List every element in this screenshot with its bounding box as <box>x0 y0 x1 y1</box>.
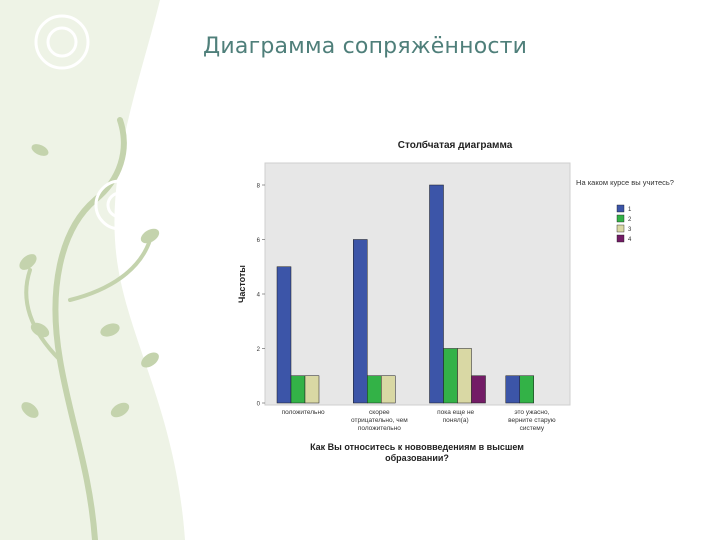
legend-swatch-3 <box>616 224 625 233</box>
legend-label-2: 2 <box>628 217 632 223</box>
bar-2-series-3 <box>381 375 396 404</box>
legend-label-4: 4 <box>628 237 632 243</box>
x-axis-tick-labels: положительно скорее отрицательно, чем полож… <box>282 409 556 432</box>
x-tick-label: положительно <box>282 409 325 416</box>
bar-3-series-1 <box>429 184 444 404</box>
bar-3-series-2 <box>443 348 458 404</box>
plot-area <box>264 162 571 406</box>
bars-group <box>276 184 534 404</box>
bar-3-series-3 <box>457 348 472 404</box>
legend-label-1: 1 <box>628 207 632 213</box>
legend-swatch-4 <box>616 234 625 243</box>
bar-3-series-4 <box>471 375 486 404</box>
x-axis-label: Как Вы относитесь к нововведениям в высш… <box>310 442 524 463</box>
bar-2-series-2 <box>367 375 382 404</box>
legend-swatch-2 <box>616 214 625 223</box>
x-tick-label: это ужасно, верните старую систему <box>508 409 556 432</box>
y-tick-label: 4 <box>257 293 261 299</box>
chart-title: Столбчатая диаграмма <box>398 139 513 151</box>
y-axis-ticks: 0 2 4 6 8 <box>257 184 265 408</box>
legend-title: На каком курсе вы учитесь? <box>576 178 674 187</box>
y-tick-label: 0 <box>257 402 261 408</box>
bar-1-series-2 <box>290 375 306 404</box>
bar-4-series-2 <box>519 375 534 404</box>
x-tick-label: скорее отрицательно, чем положительно <box>351 409 408 432</box>
decorative-vine-background <box>0 0 185 540</box>
y-axis-label: Частоты <box>237 265 247 303</box>
legend-swatch-1 <box>616 204 625 213</box>
bar-1-series-3 <box>304 375 320 404</box>
bar-1-series-1 <box>276 266 292 404</box>
x-tick-label: пока еще не понял(а) <box>437 409 474 424</box>
legend: На каком курсе вы учитесь? 1 2 3 4 <box>576 178 674 243</box>
legend-label-3: 3 <box>628 227 632 233</box>
y-tick-label: 6 <box>257 238 261 244</box>
y-tick-label: 8 <box>257 184 261 190</box>
y-tick-label: 2 <box>257 347 261 353</box>
bar-4-series-1 <box>505 375 520 404</box>
bar-2-series-1 <box>353 239 368 404</box>
slide-title: Диаграмма сопряжённости <box>203 34 528 59</box>
